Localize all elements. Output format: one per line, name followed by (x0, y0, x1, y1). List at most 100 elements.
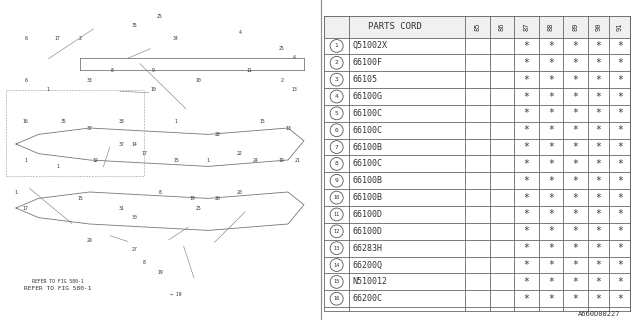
Text: 9: 9 (335, 178, 339, 183)
Text: 15: 15 (260, 119, 265, 124)
Text: *: * (572, 226, 579, 236)
Text: 15: 15 (333, 279, 340, 284)
Text: *: * (524, 125, 529, 135)
Text: 16: 16 (333, 296, 340, 301)
Text: 22: 22 (237, 151, 243, 156)
Text: *: * (617, 108, 623, 118)
Text: 3: 3 (335, 77, 339, 82)
Text: 17: 17 (23, 205, 28, 211)
Text: 14: 14 (132, 141, 137, 147)
Text: *: * (548, 92, 554, 101)
Text: *: * (572, 159, 579, 169)
Text: *: * (595, 210, 601, 220)
Text: 25: 25 (196, 205, 201, 211)
Text: A660D00227: A660D00227 (579, 311, 621, 317)
Text: *: * (617, 210, 623, 220)
Text: *: * (617, 92, 623, 101)
Text: *: * (617, 58, 623, 68)
Text: *: * (524, 243, 529, 253)
Text: *: * (617, 142, 623, 152)
Text: *: * (524, 108, 529, 118)
Text: 17: 17 (141, 151, 147, 156)
Text: 1: 1 (47, 87, 49, 92)
Text: 11: 11 (247, 68, 252, 73)
Text: *: * (548, 159, 554, 169)
Text: 1: 1 (335, 44, 339, 48)
Text: *: * (548, 277, 554, 287)
Text: 66100C: 66100C (352, 159, 382, 168)
Text: 8: 8 (159, 189, 161, 195)
Text: *: * (595, 108, 601, 118)
Text: *: * (572, 294, 579, 304)
Text: 37: 37 (119, 141, 124, 147)
Text: 1: 1 (175, 119, 177, 124)
Text: 8: 8 (335, 161, 339, 166)
Text: *: * (548, 142, 554, 152)
Text: 15: 15 (173, 157, 179, 163)
Text: 66100C: 66100C (352, 109, 382, 118)
Text: 1: 1 (207, 157, 209, 163)
Text: *: * (595, 193, 601, 203)
Text: 12: 12 (333, 229, 340, 234)
Text: *: * (572, 92, 579, 101)
Text: *: * (524, 226, 529, 236)
Text: 66100D: 66100D (352, 227, 382, 236)
Text: *: * (524, 176, 529, 186)
Text: 25: 25 (157, 13, 163, 19)
Text: *: * (572, 75, 579, 85)
Text: *: * (572, 41, 579, 51)
Text: 19: 19 (157, 269, 163, 275)
Text: 8: 8 (143, 260, 145, 265)
Text: *: * (617, 159, 623, 169)
Text: 66200Q: 66200Q (352, 260, 382, 269)
Text: 30: 30 (132, 215, 137, 220)
Text: *: * (595, 58, 601, 68)
Text: *: * (595, 92, 601, 101)
Text: 66200C: 66200C (352, 294, 382, 303)
Text: 35: 35 (132, 23, 137, 28)
Text: *: * (524, 210, 529, 220)
Text: *: * (595, 142, 601, 152)
Text: *: * (548, 294, 554, 304)
Text: *: * (572, 210, 579, 220)
Text: *: * (572, 193, 579, 203)
Text: *: * (572, 58, 579, 68)
Text: *: * (595, 176, 601, 186)
Text: *: * (548, 210, 554, 220)
Text: 66100C: 66100C (352, 126, 382, 135)
Text: 2: 2 (280, 77, 283, 83)
Text: 16: 16 (23, 119, 28, 124)
Text: *: * (548, 125, 554, 135)
Text: 13: 13 (292, 87, 297, 92)
Text: *: * (617, 243, 623, 253)
Text: *: * (524, 58, 529, 68)
Text: 91: 91 (617, 22, 623, 31)
Text: *: * (595, 75, 601, 85)
Text: 10: 10 (333, 195, 340, 200)
Text: 5: 5 (335, 111, 339, 116)
Text: 37: 37 (87, 125, 92, 131)
Text: 33: 33 (87, 77, 92, 83)
Text: 66100B: 66100B (352, 193, 382, 202)
Text: 66100D: 66100D (352, 210, 382, 219)
Text: 88: 88 (548, 22, 554, 31)
Text: 29: 29 (87, 237, 92, 243)
Text: 66283H: 66283H (352, 244, 382, 253)
Text: 9: 9 (152, 68, 155, 73)
Text: *: * (524, 294, 529, 304)
Text: 27: 27 (132, 247, 137, 252)
Text: 2: 2 (79, 36, 81, 41)
Text: *: * (617, 75, 623, 85)
Text: → 19: → 19 (170, 292, 182, 297)
Text: 34: 34 (173, 36, 179, 41)
Text: *: * (524, 193, 529, 203)
Text: 32: 32 (93, 157, 99, 163)
Text: 85: 85 (474, 22, 481, 31)
Text: 10: 10 (151, 87, 156, 92)
Text: *: * (617, 125, 623, 135)
Text: 19: 19 (189, 196, 195, 201)
Text: *: * (524, 92, 529, 101)
Text: *: * (572, 176, 579, 186)
Text: *: * (524, 260, 529, 270)
Text: N510012: N510012 (352, 277, 387, 286)
